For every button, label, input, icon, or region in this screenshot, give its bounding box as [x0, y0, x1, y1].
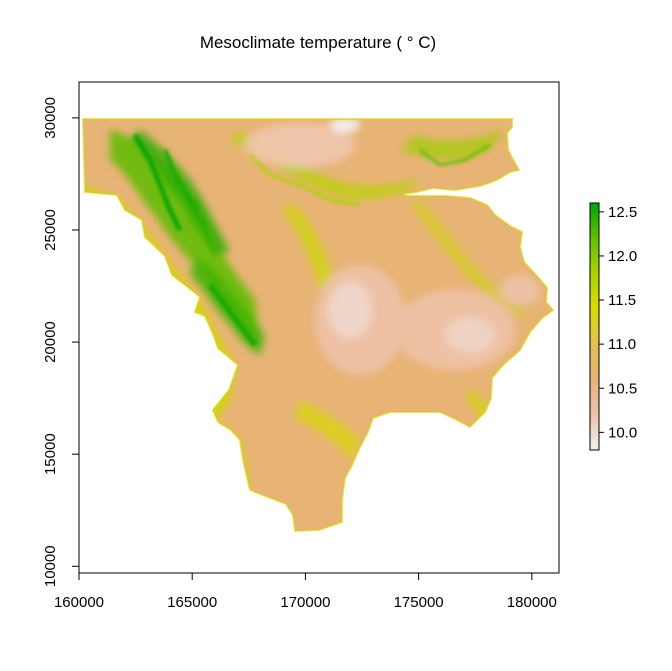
legend-tick-label: 11.0 — [608, 336, 636, 353]
legend-color-bar — [589, 202, 600, 451]
legend-tick-label: 11.5 — [608, 292, 636, 309]
y-tick-label: 30000 — [42, 97, 59, 139]
y-axis: 10000 15000 20000 25000 30000 — [42, 97, 80, 587]
x-tick-label: 180000 — [507, 594, 557, 611]
legend-ticks: 10.0 10.5 11.0 11.5 12.0 12.5 — [599, 204, 637, 441]
y-tick-label: 10000 — [42, 545, 59, 587]
x-tick-label: 160000 — [54, 594, 104, 611]
x-tick-label: 170000 — [280, 594, 330, 611]
chart-title: Mesoclimate temperature ( ° C) — [200, 33, 436, 52]
temperature-raster — [82, 118, 554, 532]
y-tick-label: 25000 — [42, 209, 59, 251]
legend-tick-label: 12.0 — [608, 248, 637, 265]
legend-tick-label: 10.0 — [608, 424, 637, 441]
x-tick-label: 175000 — [394, 594, 444, 611]
y-tick-label: 20000 — [42, 321, 59, 363]
legend-tick-label: 12.5 — [608, 204, 637, 221]
y-tick-label: 15000 — [42, 433, 59, 475]
legend-tick-label: 10.5 — [608, 380, 637, 397]
color-legend: 10.0 10.5 11.0 11.5 12.0 12.5 — [589, 202, 637, 451]
x-tick-label: 165000 — [167, 594, 217, 611]
x-axis: 160000 165000 170000 175000 180000 — [54, 572, 557, 611]
